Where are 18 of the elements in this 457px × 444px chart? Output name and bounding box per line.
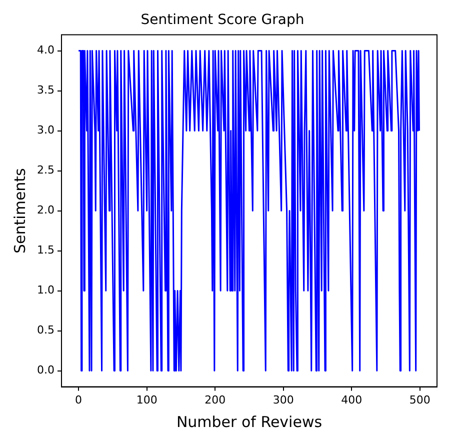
y-tick-label: 3.5 bbox=[36, 84, 54, 97]
x-tick-label: 400 bbox=[341, 393, 362, 406]
y-tick-label: 1.5 bbox=[36, 244, 54, 257]
x-tick-label: 100 bbox=[136, 393, 158, 406]
y-tick-label: 0.5 bbox=[36, 324, 54, 337]
x-tick-label: 500 bbox=[409, 393, 430, 406]
x-tick-label: 300 bbox=[272, 393, 294, 406]
x-axis-title: Number of Reviews bbox=[176, 412, 322, 431]
x-tick-label: 200 bbox=[204, 393, 226, 406]
y-tick-label: 3.0 bbox=[36, 124, 54, 137]
y-axis-title: Sentiments bbox=[10, 168, 29, 254]
chart-title: Sentiment Score Graph bbox=[140, 12, 304, 28]
y-tick-label: 2.0 bbox=[36, 204, 54, 217]
y-tick-label: 4.0 bbox=[36, 44, 54, 57]
y-tick-label: 0.0 bbox=[36, 364, 54, 377]
y-tick-label: 1.0 bbox=[36, 284, 54, 297]
y-tick-label: 2.5 bbox=[36, 164, 54, 177]
x-tick-label: 0 bbox=[75, 393, 82, 406]
